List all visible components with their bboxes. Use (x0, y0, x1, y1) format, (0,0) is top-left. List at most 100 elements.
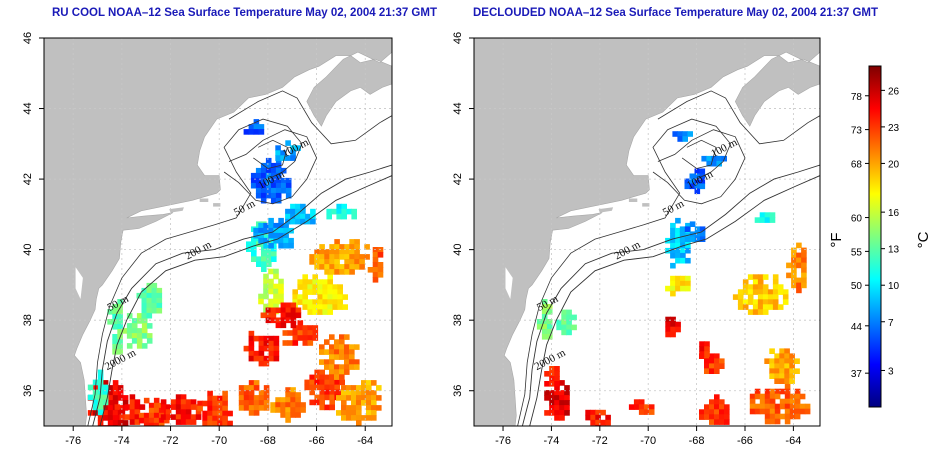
sst-cell (372, 252, 379, 258)
sst-cell (742, 299, 749, 305)
sst-cell (275, 155, 281, 161)
sst-cell (253, 380, 260, 386)
lon-tick-label: -70 (211, 435, 227, 447)
sst-cell (354, 344, 360, 350)
sst-cell (541, 329, 548, 335)
celsius-tick-label: 16 (888, 208, 900, 219)
sst-cell (536, 319, 543, 325)
sst-cell (742, 284, 749, 290)
sst-cell (796, 242, 802, 249)
sst-cell (339, 349, 345, 355)
sst-cell (759, 217, 766, 223)
sst-cell (356, 405, 362, 411)
sst-cell (329, 359, 335, 365)
sst-cell (346, 395, 352, 401)
sst-cell (769, 368, 775, 374)
sst-cell (258, 124, 265, 130)
sst-cell (295, 145, 301, 151)
sst-cell (112, 380, 119, 386)
sst-cell (759, 393, 766, 400)
sst-cell (268, 278, 274, 285)
sst-cell (317, 309, 323, 315)
land-mass (474, 38, 820, 426)
sst-cell (544, 371, 550, 377)
sst-cell (336, 213, 342, 220)
sst-cell (290, 145, 296, 151)
sst-cell (699, 409, 705, 415)
sst-patch (136, 282, 163, 319)
sst-patch (764, 348, 800, 384)
sst-cell (136, 333, 143, 339)
sst-cell (314, 384, 320, 391)
sst-cell (689, 236, 696, 242)
sst-cell (212, 410, 218, 417)
sst-cell (268, 222, 274, 229)
bathymetry-contour (223, 129, 318, 205)
sst-cell (141, 307, 148, 314)
sst-cell (270, 177, 277, 184)
sst-cell (307, 299, 313, 305)
sst-cell (290, 312, 297, 319)
sst-cell (248, 345, 255, 352)
sst-cell (777, 304, 784, 310)
sst-cell (772, 284, 779, 290)
sst-cell (784, 363, 790, 369)
sst-cell (356, 400, 362, 406)
sst-cell (263, 345, 270, 352)
sst-cell (175, 404, 182, 410)
sst-cell (180, 399, 187, 405)
sst-cell (217, 395, 223, 402)
sst-cell (789, 398, 796, 405)
sst-cell (724, 414, 730, 420)
sst-cell (643, 409, 650, 415)
sst-cell (709, 368, 715, 374)
sst-cell (772, 304, 779, 310)
sst-cell (749, 398, 756, 405)
sst-cell (253, 129, 260, 135)
sst-cell (319, 344, 325, 350)
sst-cell (769, 393, 776, 400)
sst-cell (265, 187, 272, 194)
sst-cell (344, 269, 350, 275)
sst-cell (134, 399, 141, 405)
sst-cell (258, 293, 264, 300)
sst-cell (549, 405, 555, 411)
sst-cell (278, 288, 284, 295)
sst-cell (794, 388, 801, 395)
sst-patch (699, 341, 710, 357)
sst-cell (566, 324, 572, 331)
sst-cell (349, 264, 355, 270)
sst-cell (134, 419, 141, 425)
sst-cell (796, 287, 802, 294)
sst-cell (605, 419, 611, 426)
sst-cell (270, 197, 277, 204)
sst-cell (747, 274, 754, 280)
sst-cell (571, 314, 577, 321)
sst-cell (339, 369, 345, 375)
sst-cell (566, 329, 572, 336)
sst-cell (699, 341, 705, 347)
sst-cell (268, 232, 274, 239)
sst-cell (266, 261, 272, 267)
sst-cell (324, 264, 330, 270)
sst-cell (309, 384, 315, 391)
sst-cell (87, 384, 94, 391)
sst-cell (648, 404, 655, 410)
sst-cell (273, 288, 279, 295)
sst-cell (275, 150, 281, 156)
sst-cell (300, 203, 306, 210)
sst-cell (675, 257, 681, 264)
sst-cell (248, 380, 255, 386)
sst-cell (170, 414, 177, 420)
sst-cell (263, 355, 270, 362)
sst-cell (694, 226, 701, 232)
sst-cell (777, 284, 784, 290)
fahrenheit-tick-label: 60 (851, 214, 863, 225)
sst-cell (349, 239, 355, 245)
sst-cell (295, 312, 302, 319)
sst-cell (339, 249, 345, 255)
celsius-label: °C (915, 231, 932, 248)
fahrenheit-tick-label: 44 (851, 322, 863, 333)
sst-cell (131, 323, 138, 329)
